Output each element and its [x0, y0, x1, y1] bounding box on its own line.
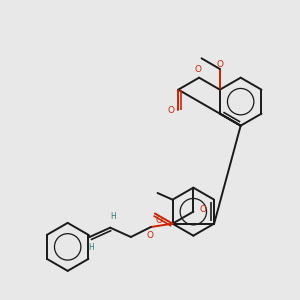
Text: H: H [110, 212, 116, 221]
Text: O: O [167, 106, 174, 115]
Text: O: O [216, 60, 224, 69]
Text: H: H [88, 243, 94, 252]
Text: O: O [147, 231, 154, 240]
Text: O: O [156, 216, 163, 225]
Text: O: O [194, 65, 201, 74]
Text: O: O [199, 206, 206, 214]
